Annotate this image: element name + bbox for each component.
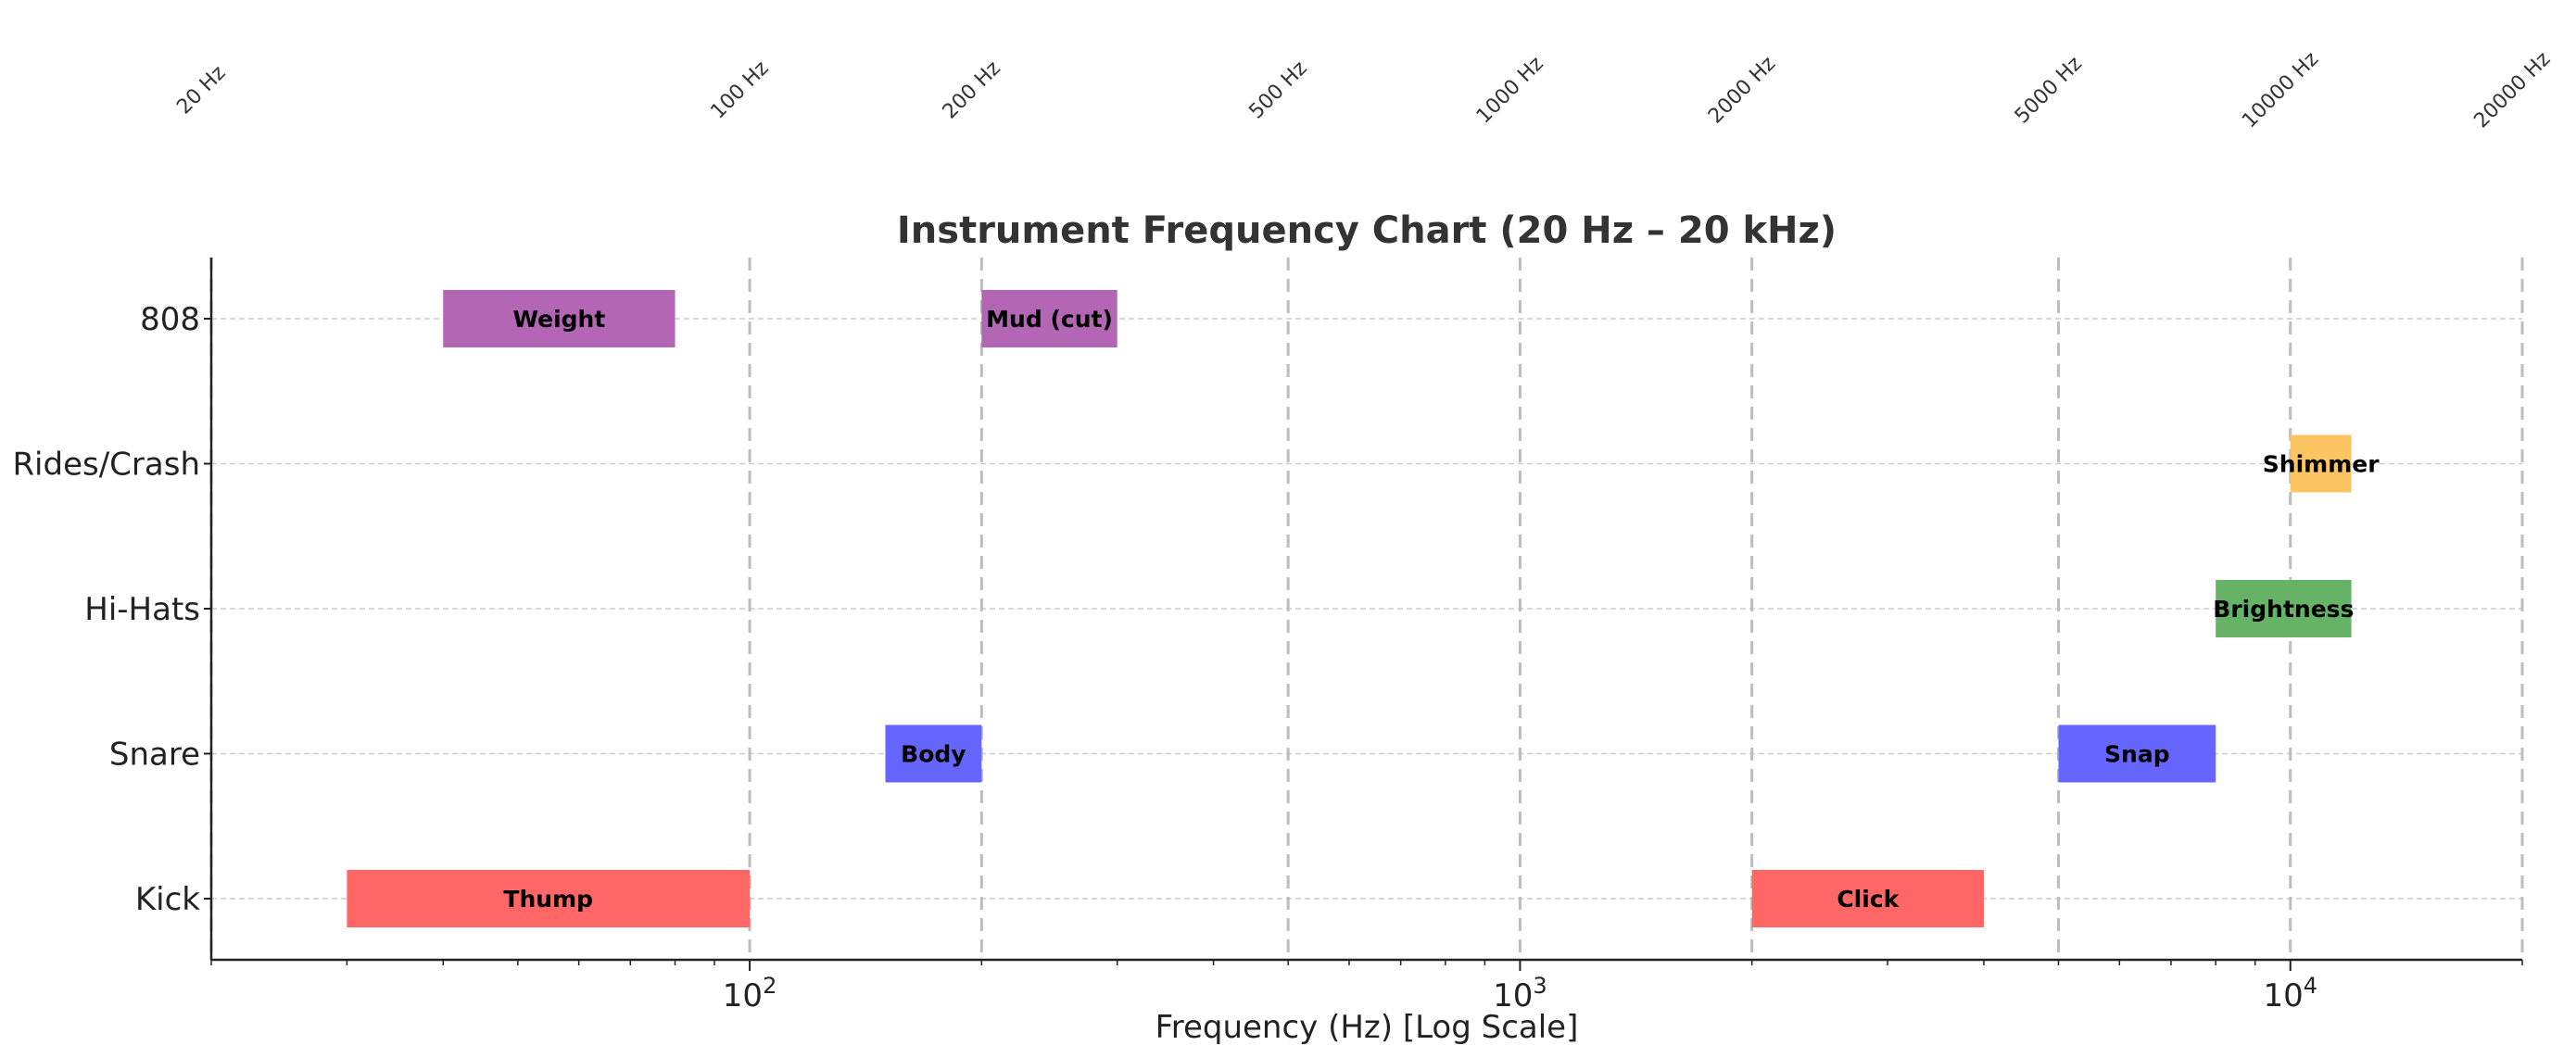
y-tick-label: Snare	[109, 737, 200, 774]
bars: Weight Mud (cut) Shimmer Brightness Body Snap…	[347, 290, 2380, 927]
reference-line-label: 100 Hz	[706, 57, 773, 123]
y-tick-label: Rides/Crash	[12, 447, 200, 484]
x-tick-label: 103	[1493, 973, 1547, 1014]
x-tick-label: 104	[2263, 973, 2317, 1014]
reference-line-label: 10000 Hz	[2238, 47, 2323, 132]
bar	[2290, 435, 2352, 493]
reference-line-label: 1000 Hz	[1472, 52, 1548, 128]
bar-label: Shimmer	[2263, 451, 2380, 478]
bar	[347, 870, 751, 927]
bar	[443, 290, 676, 347]
bar-label: Brightness	[2213, 596, 2354, 623]
chart-title: Instrument Frequency Chart (20 Hz – 20 k…	[897, 209, 1837, 252]
reference-line-labels: 20 Hz 100 Hz 200 Hz 500 Hz 1000 Hz 2000 Hz 500…	[172, 47, 2555, 132]
reference-line-label: 20 Hz	[172, 61, 230, 119]
bar	[2216, 580, 2352, 637]
y-tick-label: Kick	[135, 881, 200, 918]
bar-label: Click	[1837, 886, 1900, 913]
y-tick-label: 808	[140, 301, 200, 338]
axes	[204, 258, 2522, 962]
bar-label: Mud (cut)	[986, 306, 1113, 333]
bar	[2058, 724, 2216, 783]
bar	[1751, 870, 1984, 927]
bar-label: Thump	[503, 886, 593, 913]
bar	[885, 724, 982, 783]
reference-line-label: 2000 Hz	[1704, 52, 1780, 128]
x-ticks: 102 103 104	[210, 960, 2523, 1014]
y-tick-label: Hi-Hats	[84, 591, 200, 628]
reference-line-label: 500 Hz	[1244, 57, 1311, 123]
x-tick-label: 102	[723, 973, 777, 1014]
reference-line-label: 5000 Hz	[2011, 52, 2087, 128]
bar	[981, 290, 1118, 347]
reference-line-label: 200 Hz	[939, 57, 1005, 123]
bar-label: Body	[901, 741, 966, 768]
grid	[211, 318, 2522, 900]
x-axis-label: Frequency (Hz) [Log Scale]	[1155, 1009, 1579, 1046]
bar-label: Snap	[2104, 741, 2170, 768]
bar-label: Weight	[512, 306, 605, 333]
y-tick-labels: Kick Snare Hi-Hats Rides/Crash 808	[12, 301, 200, 918]
reference-line-label: 20000 Hz	[2469, 47, 2555, 132]
